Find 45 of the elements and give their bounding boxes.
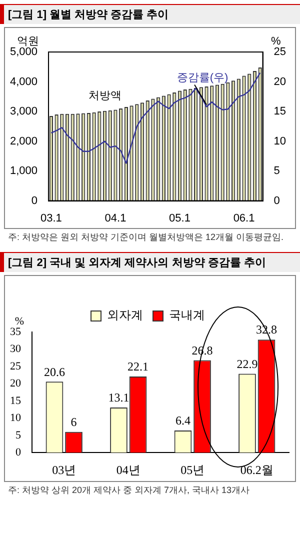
legend-label: 외자계 (107, 308, 143, 322)
legend-label: 국내계 (169, 308, 205, 322)
y-tick-label: 0 (16, 446, 22, 458)
x-tick-label: 05.1 (169, 212, 190, 224)
chart-title: [그림 1] 월별 처방약 증감률 추이 (0, 4, 300, 24)
y-tick-label: 5 (16, 429, 22, 442)
data-label: 6 (70, 415, 77, 430)
y2-axis-title: % (270, 36, 281, 48)
y-tick-label: 0 (31, 194, 38, 207)
x-tick-label: 03년 (52, 462, 76, 477)
series-label: 처방액 (88, 90, 122, 102)
y-tick-label: 25 (10, 360, 22, 372)
y-tick-label: 20 (10, 378, 22, 390)
x-tick-label: 05년 (180, 462, 205, 477)
text: 주: 처방약은 원외 처방약 기준이며 월별처방액은 12개월 이동평균임. (7, 231, 285, 244)
y2-tick-label: 10 (274, 135, 286, 148)
series-label: 증감률(우) (176, 72, 228, 84)
y-tick-label: 5,000 (10, 46, 38, 58)
data-label: 22.9 (236, 356, 258, 371)
y-tick-label: 4,000 (10, 76, 38, 88)
y-tick-label: 1,000 (10, 165, 38, 178)
chart-title: [그림 2] 국내 및 외자계 제약사의 처방약 증감률 추이 (0, 252, 300, 272)
data-label: 13.1 (108, 390, 130, 405)
y2-tick-label: 0 (274, 194, 280, 207)
text: 주: 처방약 상위 20개 제약사 중 외자계 7개사, 국내사 13개사 (7, 484, 251, 497)
y2-tick-label: 15 (274, 106, 286, 118)
data-label: 6.4 (175, 414, 190, 428)
y-axis-title: 억원 (16, 36, 39, 48)
y-tick-label: 35 (10, 326, 22, 338)
x-tick-label: 06.1 (233, 212, 255, 224)
y-axis-title: % (14, 315, 24, 328)
y2-tick-label: 5 (274, 165, 280, 178)
y-tick-label: 3,000 (10, 106, 38, 118)
data-label: 20.6 (44, 364, 65, 379)
y-tick-label: 30 (10, 343, 22, 356)
y-tick-label: 10 (10, 412, 22, 424)
x-tick-label: 03.1 (40, 212, 62, 224)
y2-tick-label: 20 (274, 76, 286, 88)
x-tick-label: 04년 (116, 462, 140, 477)
y-tick-label: 15 (10, 394, 22, 407)
x-tick-label: 04.1 (104, 212, 126, 224)
data-label: 22.1 (128, 360, 149, 374)
y2-tick-label: 25 (274, 46, 286, 58)
x-tick-label: 06.2월 (240, 462, 274, 477)
y-tick-label: 2,000 (10, 135, 38, 148)
